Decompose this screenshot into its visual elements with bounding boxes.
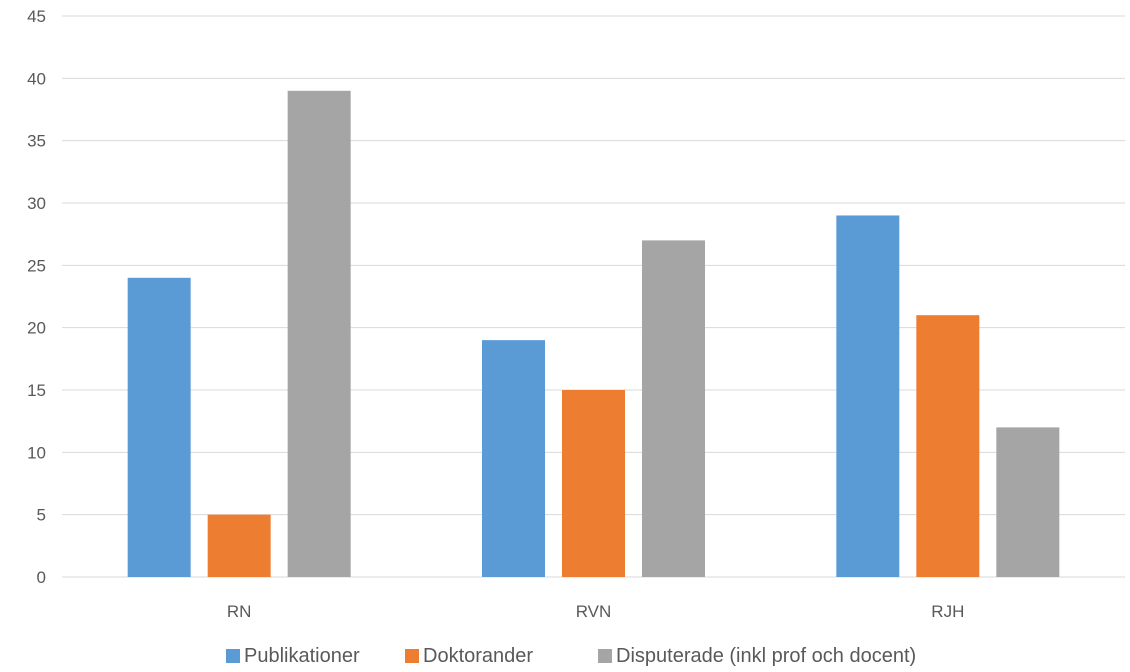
y-tick-label: 20 [27,319,46,338]
bar-rvn-publikationer [482,340,545,577]
y-tick-label: 5 [37,506,46,525]
legend-label: Doktorander [423,645,533,667]
legend: Publikationer Doktorander Disputerade (ink… [226,645,916,667]
x-tick-label: RN [227,602,252,621]
legend-label: Publikationer [244,645,360,667]
y-tick-label: 25 [27,256,46,275]
y-tick-label: 35 [27,132,46,151]
y-tick-label: 0 [37,568,46,587]
bar-rjh-doktorander [916,315,979,577]
y-tick-label: 15 [27,381,46,400]
bar-rvn-disputerade [642,240,705,577]
legend-swatch [598,649,612,663]
bar-rjh-disputerade [996,427,1059,577]
y-axis-ticks: 0 5 10 15 20 25 30 35 40 45 [27,7,46,587]
bar-rjh-publikationer [836,215,899,577]
y-tick-label: 45 [27,7,46,26]
legend-swatch [226,649,240,663]
x-tick-label: RJH [931,602,964,621]
y-tick-label: 10 [27,443,46,462]
x-axis-ticks: RN RVN RJH [227,602,964,621]
x-tick-label: RVN [576,602,612,621]
legend-swatch [405,649,419,663]
bar-rvn-doktorander [562,390,625,577]
bars [128,91,1060,577]
y-tick-label: 30 [27,194,46,213]
bar-rn-doktorander [208,515,271,577]
legend-label: Disputerade (inkl prof och docent) [616,645,916,667]
y-tick-label: 40 [27,69,46,88]
bar-rn-publikationer [128,278,191,577]
bar-rn-disputerade [288,91,351,577]
